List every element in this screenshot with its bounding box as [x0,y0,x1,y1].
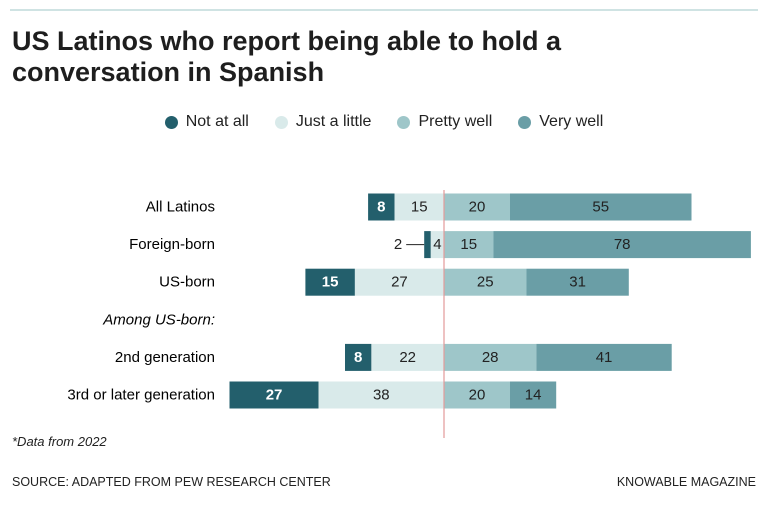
top-rule [10,9,758,11]
legend-label: Pretty well [418,113,493,130]
data-label: 25 [477,274,494,291]
bar-segment [305,268,355,296]
legend-item: Very well [518,113,603,131]
bar-segment [510,193,692,221]
data-label: 15 [460,236,477,253]
category-label: 3rd or later generation [67,387,215,404]
bar-segment [345,343,372,371]
source: SOURCE: ADAPTED FROM PEW RESEARCH CENTER [12,475,331,489]
legend-label: Not at all [185,113,249,130]
legend-item: Just a little [274,113,372,131]
bar-segment [444,231,494,259]
credit: KNOWABLE MAGAZINE [616,475,756,489]
data-label: 38 [373,387,390,404]
legend-label: Just a little [295,113,372,130]
data-label: 8 [354,349,362,366]
legend: Not at all Just a little Pretty well Very w… [0,113,768,131]
data-label: 41 [596,349,613,366]
data-label: 27 [391,274,408,291]
data-label: 15 [322,274,339,291]
bar-segment [536,343,672,371]
data-label: 4 [433,236,441,253]
data-label: 78 [614,236,631,253]
legend-label: Very well [539,113,604,130]
category-label: 2nd generation [115,349,215,366]
legend-item: Pretty well [397,113,492,131]
data-label: 55 [592,199,609,216]
bar-segment [318,381,444,409]
data-label: 15 [411,199,428,216]
data-label: 31 [569,274,586,291]
category-label: All Latinos [146,199,215,216]
bar-segment [444,193,510,221]
bar-segment [444,343,537,371]
bar-segment [444,381,510,409]
category-label: Foreign-born [129,236,215,253]
data-label: 27 [266,387,283,404]
data-label: 20 [469,199,486,216]
data-label: 28 [482,349,499,366]
chart-title: US Latinos who report being able to hold… [12,26,562,87]
data-label: 22 [399,349,416,366]
legend-swatch [274,115,288,129]
bar-segment [424,231,431,259]
bar-segment [430,231,444,259]
legend-swatch [518,115,532,129]
bar-segment [354,268,444,296]
bar-segment [368,193,395,221]
data-label: 8 [377,199,385,216]
group-heading: Among US-born: [102,311,215,328]
bar-segment [510,381,557,409]
bar-segment [493,231,751,259]
bar-segment [526,268,629,296]
legend-swatch [397,115,411,129]
data-label: 14 [525,387,542,404]
bar-segment [444,268,527,296]
legend-item: Not at all [164,113,249,131]
bar-segment [371,343,444,371]
bar-segment [229,381,319,409]
category-label: US-born [159,274,215,291]
note: *Data from 2022 [12,434,107,449]
bar-segment [394,193,444,221]
legend-swatch [164,115,178,129]
data-label: 2 [394,236,402,253]
data-label: 20 [469,387,486,404]
